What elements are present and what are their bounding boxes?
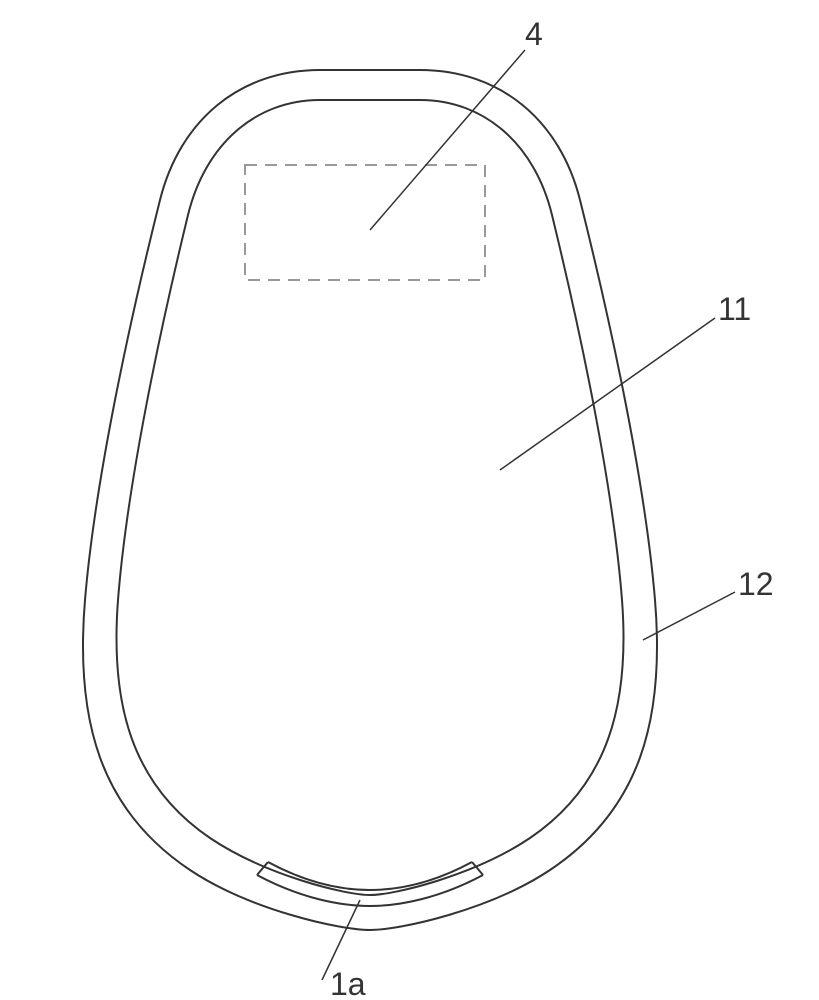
svg-text:4: 4: [525, 16, 543, 52]
dashed-region: [245, 165, 485, 280]
inner-shell: [116, 100, 623, 895]
callout-12: 12: [643, 566, 774, 640]
svg-text:12: 12: [738, 566, 774, 602]
callout-11: 11: [500, 291, 751, 470]
svg-text:11: 11: [718, 291, 751, 327]
callout-4: 4: [370, 16, 543, 230]
svg-text:1a: 1a: [330, 966, 366, 1000]
callout-1a: 1a: [322, 900, 366, 1000]
bottom-arc-inner: [268, 862, 472, 890]
